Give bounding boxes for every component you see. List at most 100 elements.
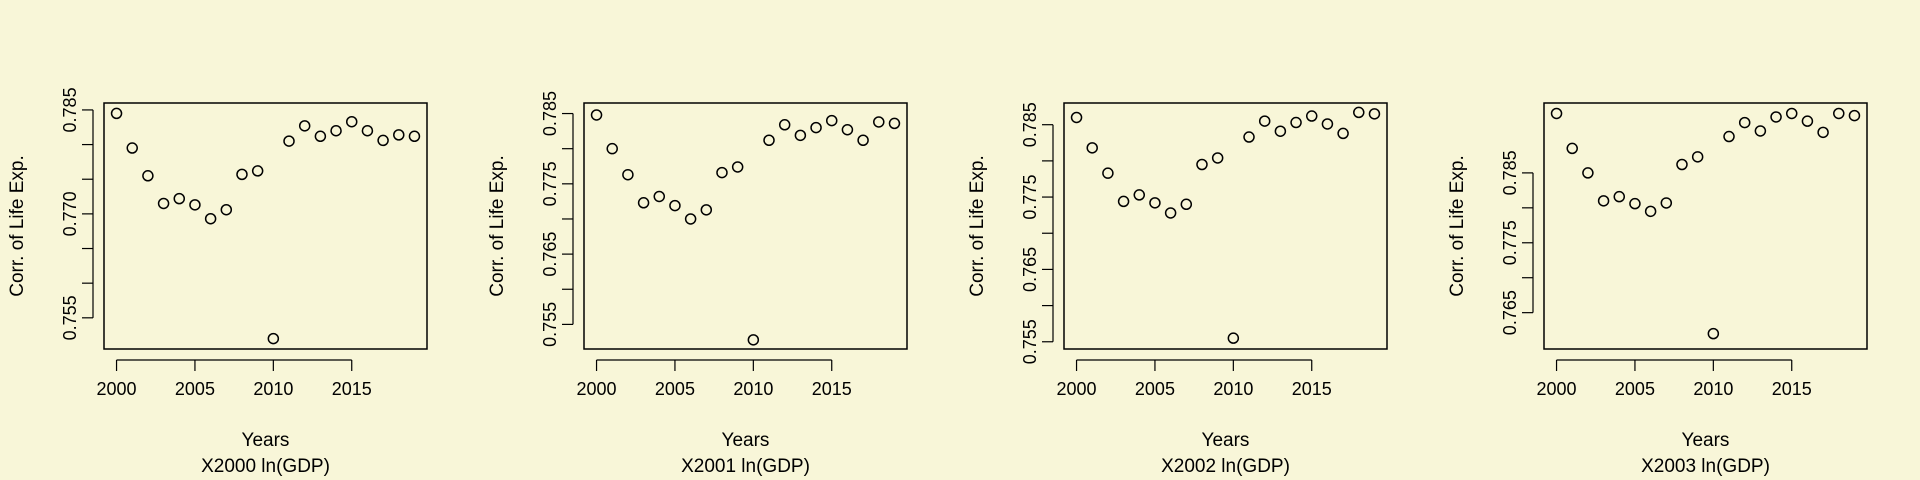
data-point: [236, 168, 248, 181]
y-tick-label: 0.785: [60, 87, 80, 132]
data-point: [1644, 205, 1657, 218]
data-point: [1086, 142, 1098, 154]
data-point: [1676, 158, 1688, 171]
plot-frame: [1543, 102, 1868, 350]
x-tick-label: 2015: [1292, 379, 1332, 399]
data-point: [1785, 107, 1798, 120]
plot-frame: [103, 102, 428, 350]
y-axis-label: Corr. of Life Exp.: [487, 155, 508, 297]
data-point: [700, 204, 713, 216]
data-point: [110, 107, 123, 120]
x-tick-label: 2010: [733, 379, 773, 399]
x-tick-label: 2010: [1693, 379, 1733, 399]
data-point: [1629, 197, 1641, 210]
y-tick-label: 0.770: [60, 191, 80, 236]
panel-caption: X2003 ln(GDP): [1641, 456, 1770, 477]
data-point: [1070, 111, 1083, 124]
data-point: [142, 170, 154, 182]
data-point: [1258, 115, 1271, 127]
data-point: [763, 134, 775, 147]
data-point: [377, 134, 389, 147]
data-point: [1227, 332, 1240, 344]
panel-caption: X2002 ln(GDP): [1161, 456, 1290, 477]
data-point: [1566, 142, 1578, 155]
data-point: [393, 129, 405, 141]
x-tick-label: 2010: [1213, 379, 1253, 399]
data-point: [1211, 152, 1224, 164]
data-point: [1180, 198, 1193, 211]
data-point: [1274, 125, 1287, 137]
x-tick-label: 2015: [1772, 379, 1812, 399]
y-tick-label: 0.765: [1500, 290, 1520, 335]
data-point: [361, 124, 374, 137]
data-point: [778, 119, 791, 131]
y-tick-label: 0.785: [540, 91, 560, 136]
data-point: [716, 166, 728, 179]
data-point: [810, 121, 822, 134]
x-tick-label: 2000: [577, 379, 617, 399]
y-tick-label: 0.765: [540, 232, 560, 277]
data-point: [1691, 151, 1704, 163]
data-point: [1597, 195, 1610, 207]
data-point: [1337, 127, 1349, 140]
data-point: [888, 117, 901, 130]
y-tick-label: 0.785: [1020, 102, 1040, 147]
data-point: [653, 190, 666, 203]
x-tick-label: 2005: [175, 379, 215, 399]
data-point: [1801, 115, 1814, 127]
data-point: [345, 115, 358, 128]
data-point: [1321, 118, 1334, 130]
y-axis-label: Corr. of Life Exp.: [7, 155, 28, 297]
data-point: [1243, 131, 1255, 143]
y-axis-label: Corr. of Life Exp.: [967, 155, 988, 297]
data-point: [1848, 109, 1861, 122]
y-axis-label: Corr. of Life Exp.: [1447, 155, 1468, 297]
data-point: [1707, 327, 1720, 340]
data-point: [1117, 195, 1130, 208]
data-point: [841, 123, 854, 136]
data-point: [1368, 108, 1381, 120]
data-point: [794, 129, 807, 142]
data-point: [1102, 167, 1114, 179]
data-point: [314, 130, 327, 143]
data-point: [157, 197, 170, 210]
y-tick-label: 0.775: [540, 161, 560, 206]
data-point: [622, 168, 634, 181]
data-point: [251, 165, 264, 177]
chart-panel-3: 2000 2005 2010 2015 0.755 0.765 0.775 0.785 Corr…: [967, 102, 1388, 477]
y-tick-label: 0.755: [540, 302, 560, 347]
x-tick-label: 2010: [253, 379, 293, 399]
plot-frame: [1063, 102, 1388, 350]
x-tick-label: 2000: [97, 379, 137, 399]
data-point: [1738, 116, 1751, 129]
data-point: [298, 120, 311, 132]
x-axis-label: Years: [1682, 430, 1730, 451]
data-point: [606, 142, 618, 155]
data-point: [637, 197, 650, 209]
panel-caption: X2001 ln(GDP): [681, 456, 810, 477]
data-point: [1723, 130, 1735, 143]
data-point: [330, 124, 342, 137]
x-axis-label: Years: [1202, 430, 1250, 451]
data-point: [189, 199, 201, 211]
data-point: [857, 134, 869, 147]
panel-caption: X2000 ln(GDP): [201, 456, 330, 477]
data-point: [669, 199, 681, 212]
x-tick-label: 2005: [655, 379, 695, 399]
data-point: [1582, 167, 1594, 179]
data-point: [1817, 126, 1829, 139]
data-point: [825, 114, 838, 127]
data-point: [267, 332, 280, 345]
y-tick-label: 0.785: [1500, 150, 1520, 195]
data-point: [408, 130, 421, 143]
data-point: [1550, 107, 1563, 120]
data-point: [684, 213, 697, 225]
x-tick-label: 2000: [1537, 379, 1577, 399]
data-point: [126, 142, 138, 154]
data-point: [731, 161, 744, 173]
x-tick-label: 2000: [1057, 379, 1097, 399]
plot-frame: [583, 102, 908, 350]
y-tick-label: 0.765: [1020, 247, 1040, 292]
x-tick-label: 2005: [1615, 379, 1655, 399]
data-point: [1164, 207, 1177, 219]
